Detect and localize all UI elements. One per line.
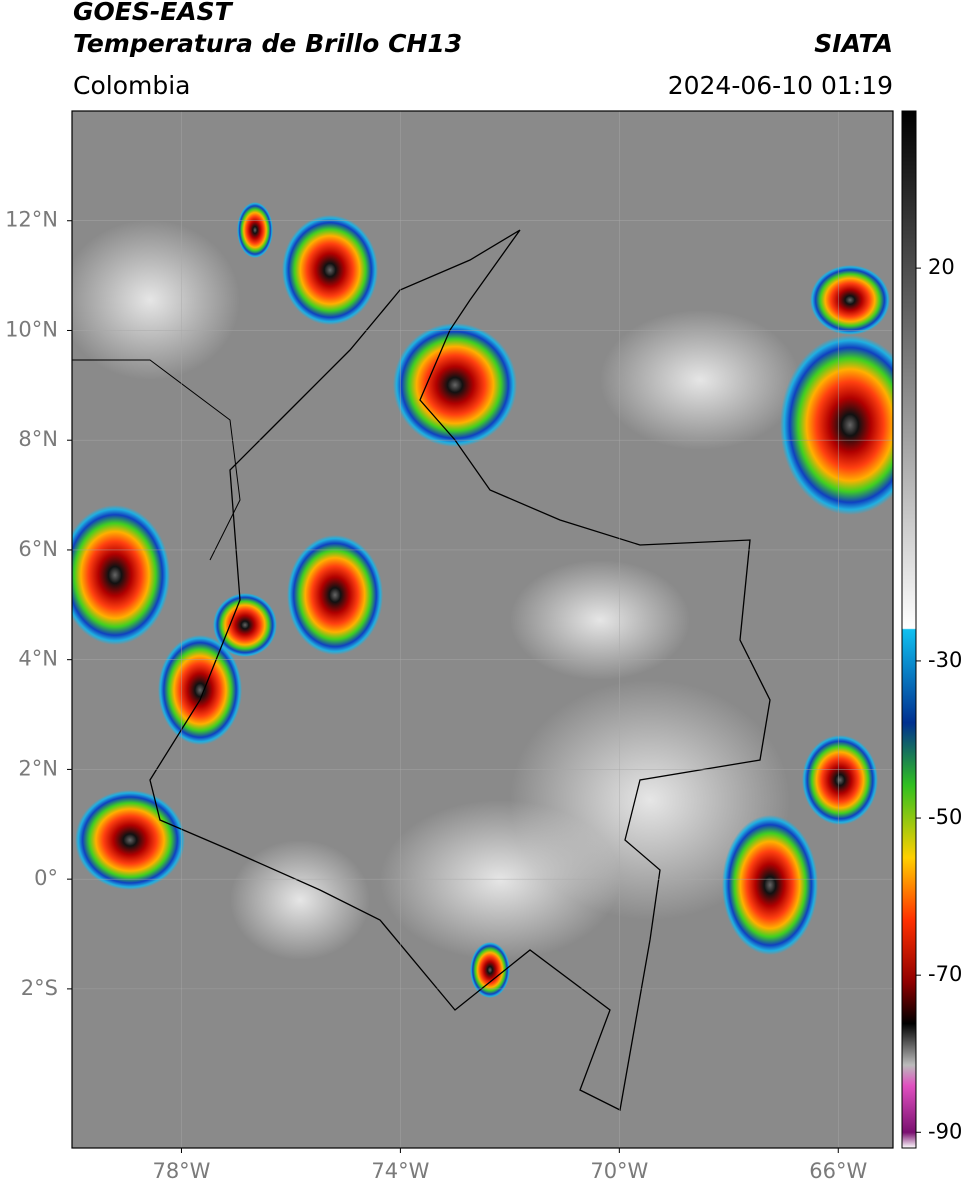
- y-tick-label: 4°N: [18, 647, 58, 671]
- cloud: [230, 840, 370, 960]
- storm: [72, 505, 170, 645]
- storm: [393, 323, 517, 447]
- region: Colombia: [73, 71, 190, 100]
- storm: [237, 202, 273, 258]
- title: GOES-EAST: [73, 0, 234, 26]
- x-tick-label: 70°W: [590, 1159, 648, 1183]
- y-tick-label: 0°: [34, 866, 58, 890]
- colorbar-tick-label: 20: [928, 255, 955, 279]
- graticule: [72, 111, 893, 1148]
- storm: [810, 265, 890, 335]
- storm: [722, 815, 818, 955]
- border: [149, 229, 771, 1111]
- y-tick-label: 2°S: [21, 976, 58, 1000]
- y-tick-label: 12°N: [5, 208, 58, 232]
- y-tick-label: 10°N: [5, 317, 58, 341]
- storm: [75, 790, 185, 890]
- cloud: [380, 800, 620, 960]
- colorbar-tick-label: -50: [928, 805, 962, 829]
- storm: [802, 735, 878, 825]
- coast: [72, 359, 241, 561]
- y-tick-label: 6°N: [18, 537, 58, 561]
- storm: [213, 593, 277, 657]
- y-tick-label: 8°N: [18, 427, 58, 451]
- storm: [158, 635, 242, 745]
- storm: [282, 215, 378, 325]
- x-tick-label: 78°W: [152, 1159, 210, 1183]
- colorbar-tick-label: -90: [928, 1119, 962, 1143]
- subtitle: Temperatura de Brillo CH13: [73, 29, 462, 58]
- storm: [780, 335, 893, 515]
- colorbar-tick-label: -70: [928, 962, 962, 986]
- cloud: [72, 220, 240, 380]
- y-tick-label: 2°N: [18, 756, 58, 780]
- storm: [470, 942, 510, 998]
- cloud: [510, 560, 690, 680]
- map-frame: [71, 110, 894, 1149]
- map-imagery: [72, 111, 893, 1148]
- colorbar: [901, 110, 917, 1149]
- x-tick-label: 66°W: [809, 1159, 867, 1183]
- colorbar-tick-label: -30: [928, 648, 962, 672]
- source: SIATA: [814, 29, 893, 58]
- datetime: 2024-06-10 01:19: [668, 71, 893, 100]
- x-tick-label: 74°W: [371, 1159, 429, 1183]
- cloud: [600, 310, 800, 450]
- storm: [287, 535, 383, 655]
